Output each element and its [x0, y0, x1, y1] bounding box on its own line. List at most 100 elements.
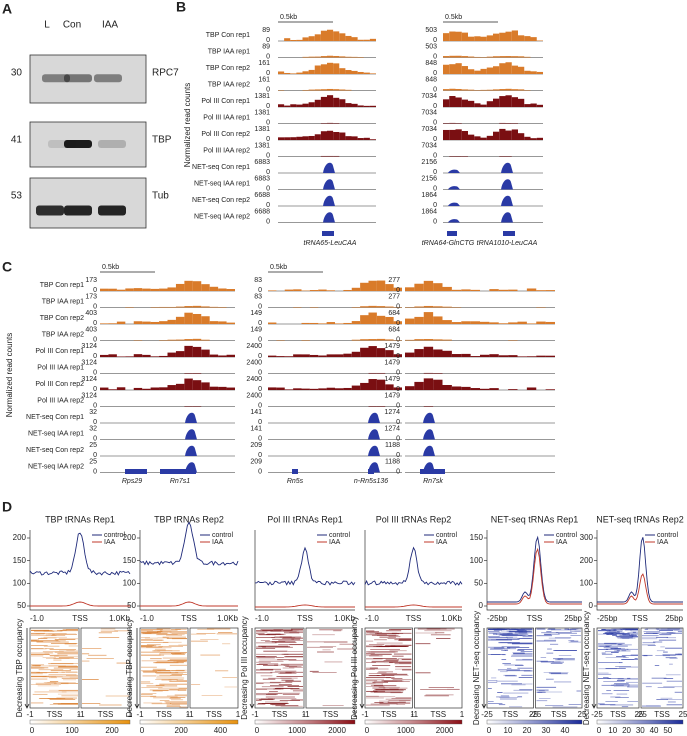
net-peak [368, 445, 380, 456]
coverage-bar [498, 323, 509, 324]
track-max: 1274 [384, 409, 400, 416]
coverage-bar [108, 288, 117, 291]
heat-tick-label: 1 [353, 710, 358, 719]
coverage-bar [505, 88, 512, 91]
track-zero: 0 [93, 287, 97, 294]
coverage-bar [290, 39, 297, 41]
legend-label: IAA [104, 539, 116, 546]
heatmap-frame [254, 627, 305, 709]
coverage-bar [423, 346, 434, 357]
heat-tick-label: TSS [206, 710, 222, 719]
colorbar-label: 0 [597, 726, 602, 735]
track-max: 6883 [254, 175, 270, 182]
coverage-bar [443, 129, 450, 140]
coverage-bar [511, 89, 518, 91]
coverage-bar [293, 354, 302, 357]
coverage-bar [108, 354, 117, 357]
coverage-bar [339, 68, 346, 74]
coverage-bar [368, 372, 377, 374]
colorbar-label: 1000 [397, 726, 415, 735]
gene-box [160, 469, 196, 474]
coverage-bar [343, 322, 352, 324]
heatmap-frame [535, 627, 583, 709]
coverage-bar [489, 388, 499, 390]
coverage-bar [508, 389, 518, 390]
axes [596, 530, 683, 611]
coverage-bar [376, 338, 386, 341]
coverage-bar [405, 386, 415, 390]
coverage-bar [284, 137, 291, 140]
legend-label: IAA [212, 539, 224, 546]
legend-label: control [436, 532, 457, 539]
coverage-bar [309, 322, 319, 324]
panel-label: C [2, 259, 12, 275]
coverage-bar [499, 128, 506, 140]
coverage-bar [442, 350, 452, 357]
plot-title: Pol III tRNAs Rep1 [267, 514, 343, 524]
coverage-bar [116, 356, 126, 357]
heat-tick-label: 1 [410, 710, 415, 719]
coverage-bar [449, 88, 456, 91]
colorbar-label: 0 [30, 726, 35, 735]
coverage-bar [423, 339, 434, 341]
profile-line [254, 546, 356, 586]
colorbar-label: 200 [175, 726, 189, 735]
coverage-bar [526, 356, 537, 357]
coverage-bar [369, 38, 376, 41]
coverage-bar [296, 39, 303, 41]
track-zero: 0 [433, 185, 437, 192]
coverage-bar [511, 30, 518, 41]
coverage-bar [184, 280, 193, 291]
heat-y-label: Decreasing Pol III occupancy [350, 616, 359, 720]
coverage-bar [159, 387, 168, 390]
coverage-bar [499, 96, 506, 107]
protein-label: TBP [152, 135, 172, 146]
coverage-bar [461, 130, 468, 140]
track-max: 32 [89, 409, 97, 416]
coverage-bar [363, 72, 370, 74]
y-tick-label: 150 [470, 533, 484, 542]
heatmap-frame [305, 627, 356, 709]
coverage-bar [468, 36, 475, 41]
coverage-bar [351, 103, 358, 107]
coverage-bar [357, 71, 364, 74]
x-tick-label: -1.0 [365, 614, 379, 623]
coverage-bar [201, 284, 210, 291]
track-zero: 0 [93, 435, 97, 442]
coverage-bar [100, 323, 109, 324]
coverage-bar [159, 306, 168, 308]
coverage-bar [360, 347, 369, 357]
coverage-bar [414, 316, 424, 324]
coverage-bar [363, 105, 370, 107]
track-zero: 0 [266, 136, 270, 143]
coverage-bar [327, 29, 334, 41]
coverage-bar [536, 104, 543, 107]
track-name: Pol III IAA rep2 [203, 147, 250, 154]
net-peak [448, 169, 460, 173]
coverage-bar [335, 354, 344, 357]
legend-label: control [556, 532, 577, 539]
profile-line [597, 573, 683, 605]
coverage-bar [443, 33, 450, 41]
coverage-bar [184, 339, 193, 341]
net-peak [368, 429, 380, 440]
coverage-bar [486, 35, 493, 41]
heat-tick-label: -1 [302, 710, 310, 719]
x-tick-label: TSS [632, 614, 648, 623]
y-tick-label: 100 [470, 556, 484, 565]
coverage-bar [296, 136, 303, 140]
track-zero: 0 [258, 402, 262, 409]
coverage-bar [468, 89, 475, 91]
heat-tick-label: TSS [98, 710, 114, 719]
colorbar-label: 0 [140, 726, 145, 735]
coverage-bar [508, 322, 518, 324]
coverage-bar [320, 131, 327, 140]
track-max: 1479 [384, 376, 400, 383]
heat-y-label: Decreasing Pol III occupancy [240, 616, 249, 720]
track-zero: 0 [93, 419, 97, 426]
colorbar [596, 719, 684, 725]
y-tick-label: 50 [474, 578, 483, 587]
track-name: NET-seq IAA rep1 [28, 430, 84, 437]
coverage-bar [363, 39, 370, 41]
net-peak [185, 445, 197, 456]
